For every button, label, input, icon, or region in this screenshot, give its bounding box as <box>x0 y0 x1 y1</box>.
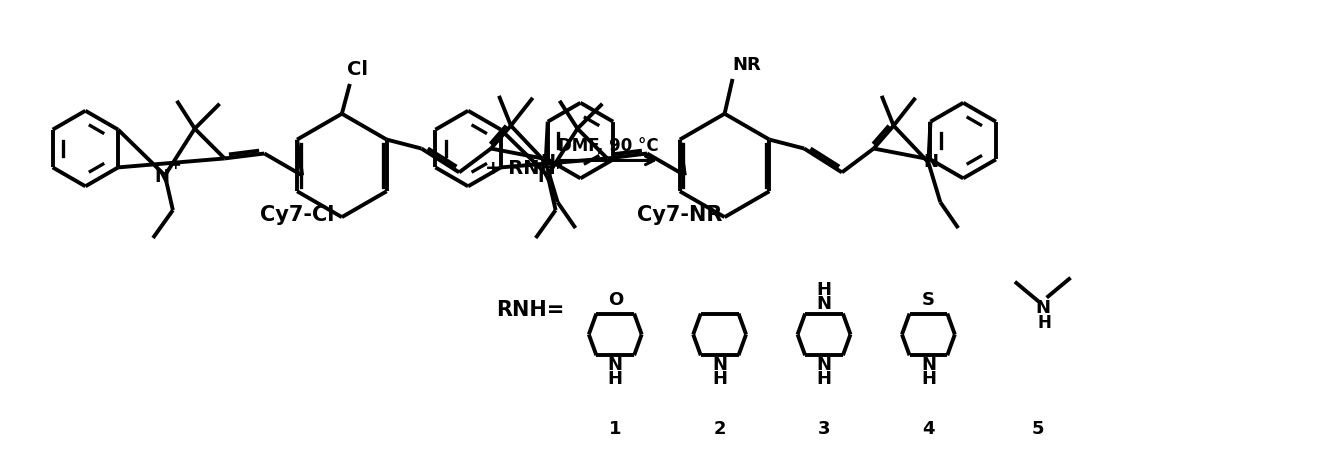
Text: N: N <box>154 168 170 187</box>
Text: N: N <box>540 154 556 171</box>
Text: + RNH: + RNH <box>486 159 556 178</box>
Text: S: S <box>922 291 935 309</box>
Text: Cy7-NR: Cy7-NR <box>637 205 723 225</box>
Text: H: H <box>817 281 831 299</box>
Text: 2: 2 <box>714 420 726 438</box>
Text: 5: 5 <box>1031 420 1044 438</box>
Text: N: N <box>923 154 938 171</box>
Text: 1: 1 <box>608 420 622 438</box>
Text: N: N <box>712 356 727 374</box>
Text: NR: NR <box>732 56 761 74</box>
Text: RNH=: RNH= <box>497 300 565 319</box>
Text: H: H <box>607 370 623 388</box>
Text: +: + <box>169 158 180 172</box>
Text: N: N <box>537 168 552 187</box>
Text: H: H <box>1038 315 1052 333</box>
Text: Cy7-Cl: Cy7-Cl <box>259 205 335 225</box>
Text: H: H <box>817 370 831 388</box>
Text: 4: 4 <box>922 420 935 438</box>
Text: N: N <box>817 356 831 374</box>
Text: Cl: Cl <box>348 60 369 80</box>
Text: N: N <box>921 356 936 374</box>
Text: DMF, 90 °C: DMF, 90 °C <box>558 137 658 154</box>
Text: N: N <box>817 294 831 313</box>
Text: 3: 3 <box>818 420 830 438</box>
Text: H: H <box>921 370 936 388</box>
Text: N: N <box>607 356 623 374</box>
Text: O: O <box>607 291 623 309</box>
Text: N: N <box>1035 299 1050 317</box>
Text: +: + <box>552 158 564 172</box>
Text: H: H <box>712 370 727 388</box>
